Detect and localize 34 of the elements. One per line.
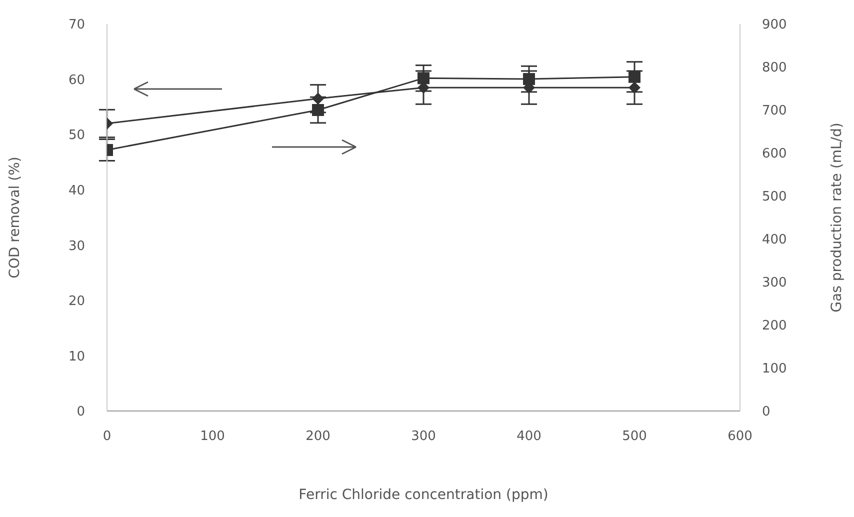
x-tick-label: 600 <box>728 429 752 444</box>
y2-tick-label: 300 <box>762 276 787 291</box>
y-tick-label: 70 <box>68 18 85 33</box>
x-tick-label: 300 <box>411 429 436 444</box>
point <box>312 92 324 105</box>
y2-tick-label: 200 <box>762 318 787 334</box>
point <box>628 82 640 94</box>
y2-tick-label: 700 <box>762 104 787 119</box>
y-tick-label: 10 <box>68 349 85 364</box>
y-tick-label: 20 <box>68 294 85 310</box>
x-tick-label: 0 <box>102 429 112 444</box>
y-axis-title: COD removal (%) <box>6 156 23 278</box>
x-axis-title: Ferric Chloride concentration (ppm) <box>298 487 548 503</box>
y-tick-label: 30 <box>68 238 85 254</box>
y2-tick-label: 400 <box>762 232 787 248</box>
y2-axis-title: Gas production rate (mL/d) <box>828 122 845 312</box>
y2-tick-label: 0 <box>762 404 770 420</box>
x-tick-label: 200 <box>306 429 330 444</box>
y2-tick-label: 500 <box>762 190 787 205</box>
x-tick-label: 100 <box>200 429 225 444</box>
point <box>523 73 535 86</box>
y2-tick-label: 900 <box>762 18 787 33</box>
y-tick-label: 60 <box>68 72 85 88</box>
y2-tick-label: 600 <box>762 146 787 162</box>
y2-tick-label: 100 <box>762 362 787 377</box>
y-tick-label: 40 <box>68 183 85 198</box>
x-tick-label: 400 <box>516 429 542 444</box>
point <box>312 104 324 116</box>
point <box>628 70 640 83</box>
y-tick-label: 50 <box>68 128 85 144</box>
y-tick-label: 0 <box>76 404 85 420</box>
point <box>418 72 430 84</box>
x-tick-label: 500 <box>622 429 647 444</box>
y2-tick-label: 800 <box>762 60 787 76</box>
